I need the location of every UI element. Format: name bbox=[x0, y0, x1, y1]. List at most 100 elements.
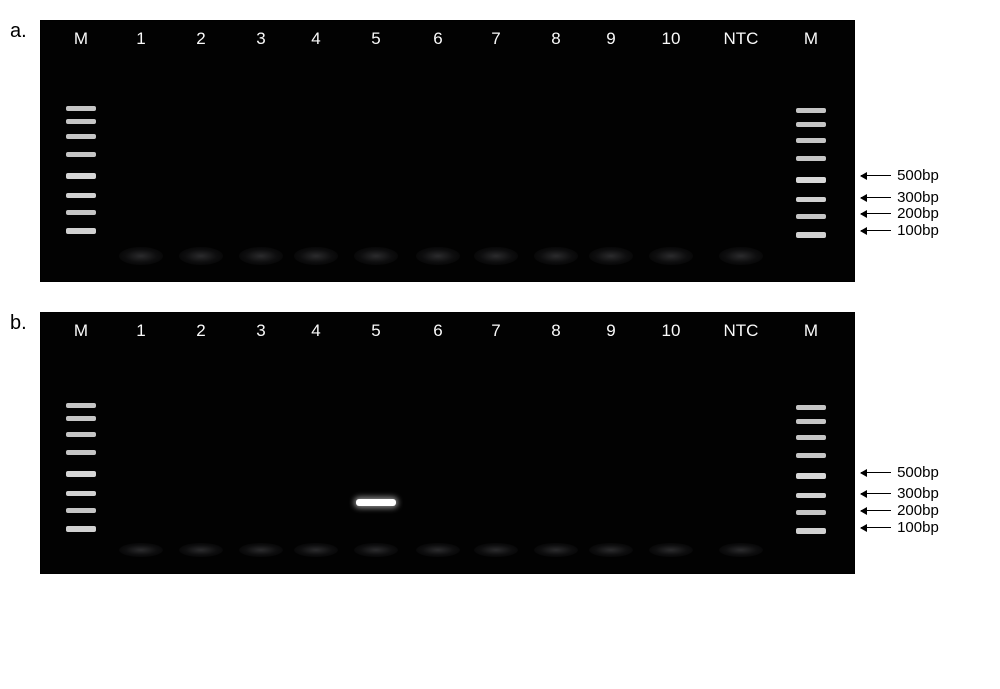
panel-b: b. M12345678910NTCM 500bp300bp200bp100bp bbox=[10, 312, 990, 574]
size-marker: 300bp bbox=[861, 189, 939, 206]
panel-a-label: a. bbox=[10, 20, 27, 43]
ladder-band bbox=[66, 471, 96, 477]
ladder-band bbox=[796, 419, 826, 424]
faint-band bbox=[179, 543, 223, 557]
lane-label: 4 bbox=[296, 321, 336, 341]
faint-band bbox=[179, 247, 223, 265]
panel-b-label: b. bbox=[10, 312, 27, 335]
lane-label: 6 bbox=[418, 29, 458, 49]
lane-label: M bbox=[61, 321, 101, 341]
faint-band bbox=[294, 247, 338, 265]
faint-band bbox=[474, 247, 518, 265]
lane-label: 1 bbox=[121, 29, 161, 49]
ladder-band bbox=[796, 122, 826, 127]
ladder-band bbox=[66, 432, 96, 437]
faint-band bbox=[416, 247, 460, 265]
marker-label: 500bp bbox=[897, 464, 939, 481]
ladder-band bbox=[66, 508, 96, 513]
arrow-icon bbox=[861, 230, 891, 231]
lane-label: 8 bbox=[536, 321, 576, 341]
faint-band bbox=[534, 247, 578, 265]
faint-band bbox=[719, 247, 763, 265]
arrow-icon bbox=[861, 527, 891, 528]
faint-band bbox=[354, 543, 398, 557]
faint-band bbox=[294, 543, 338, 557]
ladder-band bbox=[66, 228, 96, 234]
ladder-band bbox=[796, 473, 826, 479]
ladder-band bbox=[66, 526, 96, 532]
lane-label: 7 bbox=[476, 321, 516, 341]
lane-label: 10 bbox=[651, 321, 691, 341]
faint-band bbox=[719, 543, 763, 557]
ladder-band bbox=[796, 528, 826, 534]
ladder-band bbox=[796, 453, 826, 458]
marker-label: 500bp bbox=[897, 167, 939, 184]
arrow-icon bbox=[861, 175, 891, 176]
size-marker: 100bp bbox=[861, 519, 939, 536]
marker-label: 300bp bbox=[897, 485, 939, 502]
lane-label: M bbox=[791, 321, 831, 341]
ladder-band bbox=[796, 108, 826, 113]
marker-label: 100bp bbox=[897, 519, 939, 536]
ladder-band bbox=[796, 493, 826, 498]
faint-band bbox=[119, 247, 163, 265]
size-marker: 500bp bbox=[861, 167, 939, 184]
size-marker: 200bp bbox=[861, 502, 939, 519]
ladder-band bbox=[66, 210, 96, 215]
ladder-band bbox=[796, 405, 826, 410]
faint-band bbox=[589, 247, 633, 265]
ladder-band bbox=[66, 491, 96, 496]
lane-label: 5 bbox=[356, 29, 396, 49]
ladder-band bbox=[796, 510, 826, 515]
faint-band bbox=[416, 543, 460, 557]
faint-band bbox=[354, 247, 398, 265]
lane-label: 5 bbox=[356, 321, 396, 341]
size-marker: 300bp bbox=[861, 485, 939, 502]
ladder-band bbox=[66, 450, 96, 455]
panel-a-wrapper: M12345678910NTCM 500bp300bp200bp100bp bbox=[40, 20, 990, 282]
lane-label: 8 bbox=[536, 29, 576, 49]
faint-band bbox=[474, 543, 518, 557]
ladder-band bbox=[796, 232, 826, 238]
ladder-band bbox=[796, 197, 826, 202]
lane-label: 7 bbox=[476, 29, 516, 49]
arrow-icon bbox=[861, 197, 891, 198]
faint-band bbox=[534, 543, 578, 557]
positive-band bbox=[356, 499, 396, 506]
lane-label: M bbox=[61, 29, 101, 49]
lane-label: 3 bbox=[241, 29, 281, 49]
faint-band bbox=[589, 543, 633, 557]
ladder-band bbox=[796, 156, 826, 161]
ladder-band bbox=[66, 106, 96, 111]
gel-image-a: M12345678910NTCM bbox=[40, 20, 855, 282]
lane-label: 3 bbox=[241, 321, 281, 341]
size-marker: 200bp bbox=[861, 205, 939, 222]
panel-b-wrapper: M12345678910NTCM 500bp300bp200bp100bp bbox=[40, 312, 990, 574]
ladder-band bbox=[796, 435, 826, 440]
ladder-band bbox=[796, 177, 826, 183]
faint-band bbox=[649, 543, 693, 557]
marker-label: 100bp bbox=[897, 222, 939, 239]
lane-label: 1 bbox=[121, 321, 161, 341]
marker-label: 200bp bbox=[897, 205, 939, 222]
ladder-band bbox=[66, 416, 96, 421]
lane-label: M bbox=[791, 29, 831, 49]
ladder-band bbox=[796, 214, 826, 219]
lane-label: 4 bbox=[296, 29, 336, 49]
lane-label: 9 bbox=[591, 321, 631, 341]
faint-band bbox=[239, 247, 283, 265]
lane-label: 2 bbox=[181, 29, 221, 49]
arrow-icon bbox=[861, 472, 891, 473]
marker-label: 300bp bbox=[897, 189, 939, 206]
ladder-band bbox=[66, 403, 96, 408]
gel-image-b: M12345678910NTCM bbox=[40, 312, 855, 574]
ladder-band bbox=[66, 193, 96, 198]
size-marker: 100bp bbox=[861, 222, 939, 239]
lane-label: 10 bbox=[651, 29, 691, 49]
ladder-band bbox=[66, 173, 96, 179]
lane-label: NTC bbox=[716, 321, 766, 341]
ladder-band bbox=[66, 134, 96, 139]
ladder-band bbox=[66, 152, 96, 157]
faint-band bbox=[239, 543, 283, 557]
faint-band bbox=[649, 247, 693, 265]
